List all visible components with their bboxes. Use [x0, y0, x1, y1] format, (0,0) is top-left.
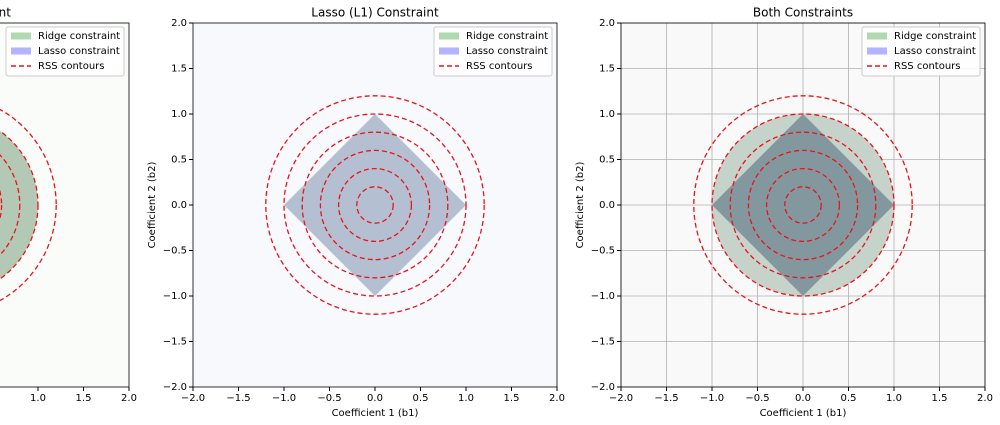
y-tick-label: −1.5: [163, 337, 187, 348]
y-tick-label: 2.0: [599, 18, 615, 29]
x-tick-label: −1.5: [654, 393, 678, 404]
subplot: −2.0−1.5−1.0−0.50.00.51.01.52.0−2.0−1.5−…: [0, 6, 137, 404]
x-tick-label: −0.5: [745, 393, 769, 404]
y-tick-label: −0.5: [163, 246, 187, 257]
x-tick-label: −0.5: [317, 393, 341, 404]
legend-label: RSS contours: [466, 61, 532, 72]
legend-swatch: [439, 32, 459, 40]
legend-box: [861, 26, 981, 77]
y-tick-label: 1.5: [599, 64, 615, 75]
legend-label: Ridge constraint: [466, 31, 548, 42]
rss-contour: [356, 186, 394, 224]
x-tick-label: 1.0: [30, 393, 46, 404]
chart-title: Lasso (L1) Constraint: [311, 6, 439, 20]
rss-contour: [319, 149, 431, 261]
x-tick-label: 2.0: [549, 393, 565, 404]
y-tick-label: 1.5: [171, 64, 187, 75]
y-tick-label: −1.0: [163, 291, 187, 302]
legend-label: Lasso constraint: [894, 46, 976, 57]
chart-title: Ridge (L2) Constraint: [0, 6, 11, 20]
x-tick-label: −1.0: [272, 393, 296, 404]
legend-box: [5, 26, 125, 77]
y-tick-label: −0.5: [591, 246, 615, 257]
x-tick-label: 1.5: [76, 393, 92, 404]
x-tick-label: 0.0: [795, 393, 811, 404]
x-tick-label: 2.0: [977, 393, 993, 404]
y-axis-label: Coefficient 2 (b2): [147, 161, 158, 248]
x-tick-label: −2.0: [181, 393, 205, 404]
legend-box: [433, 26, 553, 77]
x-axis-label: Coefficient 1 (b1): [332, 408, 419, 419]
rss-contour: [337, 167, 413, 243]
axes-frame: [0, 22, 130, 388]
y-tick-label: 0.5: [171, 155, 187, 166]
chart-title: Both Constraints: [753, 6, 853, 20]
legend-swatch: [11, 47, 31, 55]
legend-swatch: [867, 32, 887, 40]
rss-contour: [0, 154, 21, 256]
x-tick-label: 1.0: [458, 393, 474, 404]
y-tick-label: 0.0: [171, 200, 187, 211]
y-tick-label: −2.0: [163, 382, 187, 393]
legend-label: Ridge constraint: [38, 31, 120, 42]
rss-contour: [693, 95, 913, 315]
rss-contour: [711, 113, 895, 297]
lasso-region: [284, 114, 466, 296]
legend-swatch: [439, 47, 459, 55]
legend-swatch: [867, 47, 887, 55]
x-tick-label: 2.0: [121, 393, 137, 404]
y-tick-label: −2.0: [591, 382, 615, 393]
lasso-region: [712, 114, 894, 296]
rss-contour: [729, 131, 877, 279]
y-tick-label: 1.0: [171, 109, 187, 120]
y-tick-label: 0.5: [599, 155, 615, 166]
rss-contour: [0, 108, 57, 302]
rss-contour: [765, 167, 841, 243]
x-axis-label: Coefficient 1 (b1): [760, 408, 847, 419]
rss-contour: [0, 189, 3, 221]
x-tick-label: −2.0: [609, 393, 633, 404]
axes-frame: [192, 22, 558, 388]
x-tick-label: 0.5: [841, 393, 857, 404]
legend-label: RSS contours: [894, 61, 960, 72]
axes-frame: [620, 22, 986, 388]
y-tick-label: 2.0: [171, 18, 187, 29]
y-axis-label: Coefficient 2 (b2): [575, 161, 586, 248]
x-tick-label: 0.0: [367, 393, 383, 404]
x-tick-label: 0.5: [413, 393, 429, 404]
y-tick-label: −1.5: [591, 337, 615, 348]
rss-contour: [747, 149, 859, 261]
x-tick-label: 1.0: [886, 393, 902, 404]
legend-label: RSS contours: [38, 61, 104, 72]
rss-contour: [283, 113, 467, 297]
subplot: −2.0 −1.5 −1.0 −0.5 0.0 0.5 1.0 1.5 2.0 −2.0 −1.5 −…: [147, 6, 565, 420]
x-tick-label: 1.5: [504, 393, 520, 404]
rss-contour: [301, 131, 449, 279]
subplot: −2.0 −1.5 −1.0 −0.5 0.0 0.5 1.0 1.5 2.0 −2.0 −1.5 −…: [575, 6, 993, 420]
legend-swatch: [11, 32, 31, 40]
y-tick-label: 0.0: [599, 200, 615, 211]
x-tick-label: −1.5: [226, 393, 250, 404]
y-tick-label: 1.0: [599, 109, 615, 120]
rss-contour: [265, 95, 485, 315]
x-tick-label: −1.0: [700, 393, 724, 404]
legend-label: Lasso constraint: [38, 46, 120, 57]
x-tick-label: 1.5: [932, 393, 948, 404]
legend-label: Ridge constraint: [894, 31, 976, 42]
rss-contour: [0, 130, 39, 280]
legend-label: Lasso constraint: [466, 46, 548, 57]
rss-contour: [784, 186, 822, 224]
y-tick-label: −1.0: [591, 291, 615, 302]
